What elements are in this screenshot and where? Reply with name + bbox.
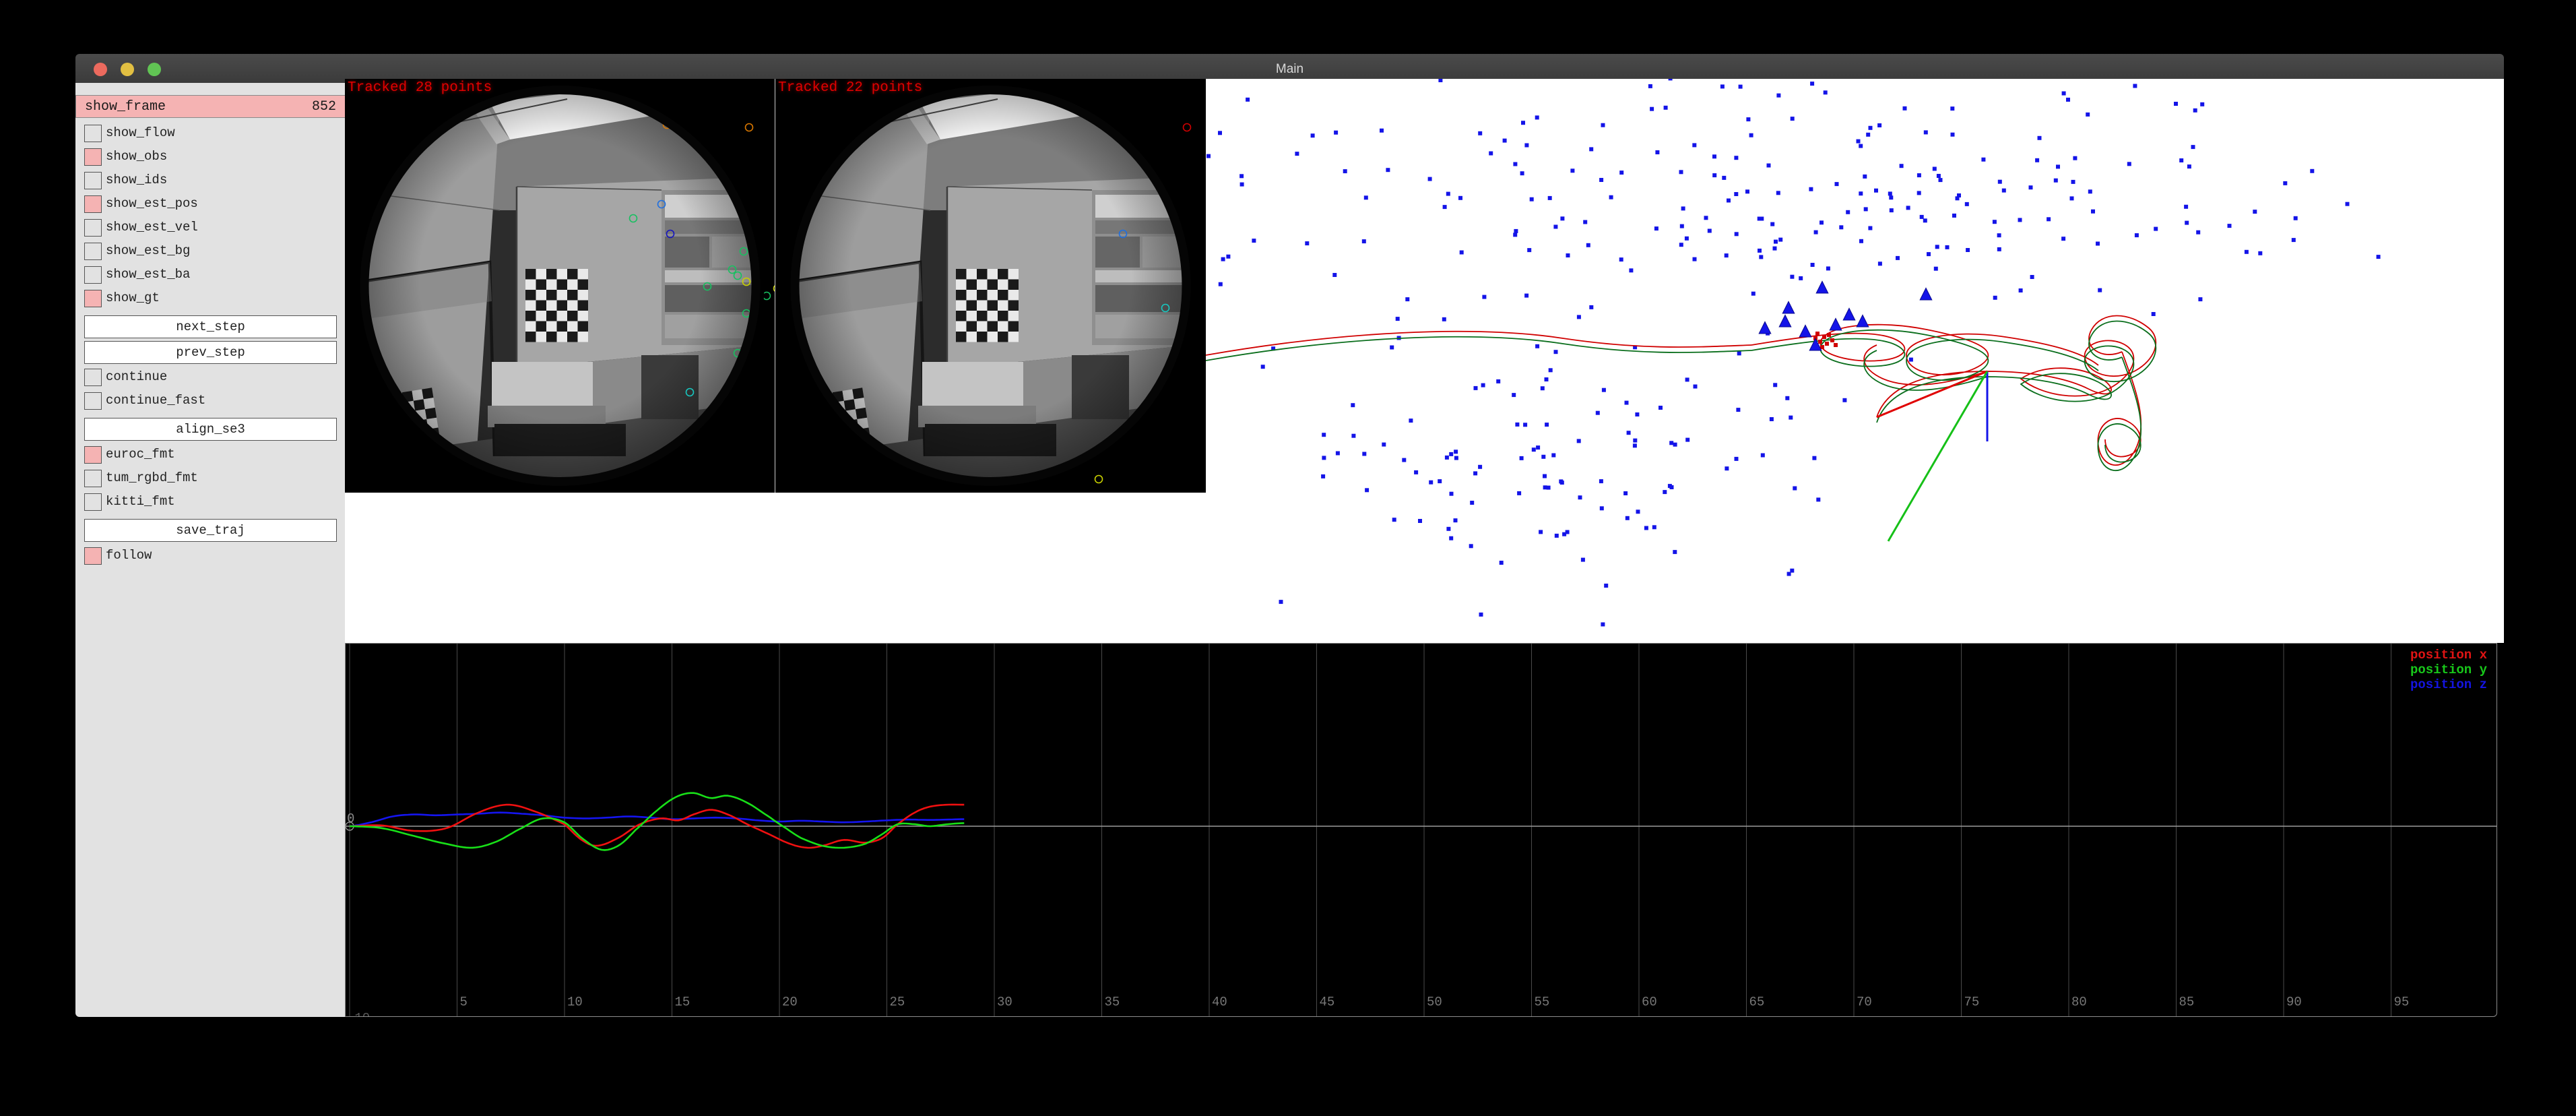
svg-text:95: 95 <box>2394 995 2410 1010</box>
svg-text:80: 80 <box>2071 995 2087 1010</box>
svg-text:90: 90 <box>2286 995 2302 1010</box>
svg-text:75: 75 <box>1964 995 1980 1010</box>
svg-text:45: 45 <box>1320 995 1335 1010</box>
svg-text:85: 85 <box>2179 995 2195 1010</box>
svg-text:30: 30 <box>997 995 1012 1010</box>
svg-text:15: 15 <box>675 995 690 1010</box>
svg-text:60: 60 <box>1642 995 1657 1010</box>
svg-text:40: 40 <box>1212 995 1227 1010</box>
svg-text:65: 65 <box>1749 995 1765 1010</box>
svg-text:70: 70 <box>1857 995 1872 1010</box>
svg-text:10: 10 <box>567 995 583 1010</box>
svg-text:35: 35 <box>1105 995 1120 1010</box>
svg-text:50: 50 <box>1427 995 1442 1010</box>
svg-text:20: 20 <box>782 995 798 1010</box>
svg-text:55: 55 <box>1535 995 1550 1010</box>
svg-text:5: 5 <box>460 995 468 1010</box>
svg-text:-10: -10 <box>347 1011 370 1017</box>
svg-text:25: 25 <box>890 995 905 1010</box>
